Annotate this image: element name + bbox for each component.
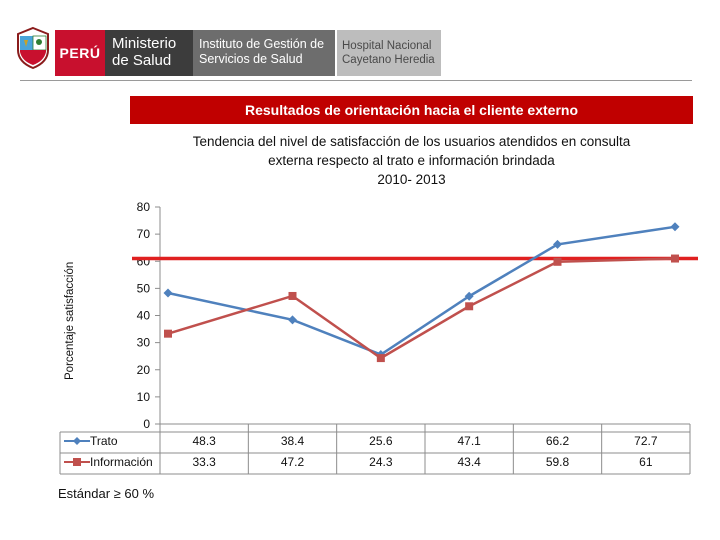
table-cell-trato: 38.4 xyxy=(280,434,305,448)
standard-label: Estándar ≥ 60 % xyxy=(58,486,155,501)
data-point-informacion xyxy=(288,291,297,300)
y-tick-label: 70 xyxy=(137,227,151,241)
chart-title-line-1: Tendencia del nivel de satisfacción de l… xyxy=(192,134,631,149)
institute-line-2: Servicios de Salud xyxy=(199,52,303,66)
legend-marker-diamond xyxy=(73,437,81,445)
ministry-logo: Ministerio de Salud xyxy=(105,30,193,76)
table-cell-trato: 47.1 xyxy=(457,434,481,448)
ministry-line-1: Ministerio xyxy=(112,35,177,52)
series-line-trato xyxy=(167,225,676,356)
peru-logo: PERÚ xyxy=(55,30,105,76)
institute-line-1: Instituto de Gestión de xyxy=(199,37,325,51)
data-point-trato xyxy=(670,222,680,232)
table-cell-trato: 66.2 xyxy=(545,434,570,448)
header-divider xyxy=(20,80,692,81)
coat-of-arms-icon xyxy=(17,26,49,70)
data-point-informacion xyxy=(465,302,474,311)
hospital-line-2: Cayetano Heredia xyxy=(342,54,435,66)
legend-marker-square xyxy=(73,458,81,466)
chart-title-line-2: externa respecto al trato e información … xyxy=(268,153,555,168)
y-tick-label: 40 xyxy=(137,309,151,323)
y-tick-label: 30 xyxy=(137,336,151,350)
table-cell-información: 43.4 xyxy=(457,455,481,469)
table-cell-trato: 48.3 xyxy=(192,434,216,448)
series-line-información xyxy=(167,257,676,360)
y-tick-label: 10 xyxy=(137,390,151,404)
header: PERÚ Ministerio de Salud Instituto de Ge… xyxy=(0,0,720,82)
data-point-trato xyxy=(464,291,474,301)
ministry-line-2: de Salud xyxy=(112,52,172,69)
data-point-trato xyxy=(163,288,173,298)
legend-informacion-label: Información xyxy=(90,455,153,469)
data-point-informacion xyxy=(164,329,172,338)
table-cell-información: 59.8 xyxy=(545,455,570,469)
y-tick-label: 60 xyxy=(137,254,151,268)
table-cell-trato: 25.6 xyxy=(369,434,393,448)
data-point-informacion xyxy=(376,354,385,363)
chart-title: Tendencia del nivel de satisfacción de l… xyxy=(130,132,693,189)
data-point-informacion xyxy=(553,257,562,266)
table-cell-trato: 72.7 xyxy=(634,434,658,448)
table-cell-información: 61 xyxy=(639,455,653,469)
data-point-trato xyxy=(288,315,297,325)
table-cell-información: 33.3 xyxy=(192,455,216,469)
table-cell-información: 47.2 xyxy=(280,455,305,469)
section-banner: Resultados de orientación hacia el clien… xyxy=(130,96,693,124)
y-tick-label: 80 xyxy=(137,200,151,214)
hospital-logo: Hospital Nacional Cayetano Heredia xyxy=(337,30,441,76)
chart-title-line-3: 2010- 2013 xyxy=(377,172,446,187)
y-tick-label: 0 xyxy=(143,417,150,431)
data-point-informacion xyxy=(671,254,679,263)
hospital-line-1: Hospital Nacional xyxy=(342,40,432,52)
y-tick-label: 50 xyxy=(137,281,151,295)
y-tick-label: 20 xyxy=(137,363,151,377)
data-point-trato xyxy=(553,239,562,249)
table-cell-información: 24.3 xyxy=(369,455,393,469)
legend-trato-label: Trato xyxy=(90,434,118,448)
institute-logo: Instituto de Gestión de Servicios de Sal… xyxy=(193,30,335,76)
